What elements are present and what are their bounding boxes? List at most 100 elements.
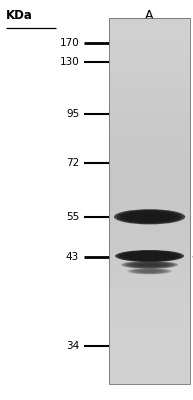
Bar (109, 204, 190, 207)
Bar (109, 18, 190, 21)
Bar (109, 195, 190, 198)
Bar (109, 253, 190, 256)
Bar (109, 292, 190, 296)
Bar (109, 219, 190, 222)
Bar (109, 58, 190, 61)
Bar (109, 360, 190, 363)
Bar (109, 338, 190, 341)
Bar (109, 164, 190, 168)
Bar (109, 210, 190, 213)
Bar (109, 228, 190, 232)
Bar (109, 238, 190, 241)
Ellipse shape (138, 214, 162, 219)
Ellipse shape (140, 270, 159, 272)
Bar (109, 104, 190, 106)
Bar (109, 180, 190, 183)
Bar (109, 183, 190, 186)
Bar (109, 298, 190, 302)
Bar (109, 305, 190, 308)
Bar (109, 112, 190, 116)
Ellipse shape (115, 250, 184, 262)
Bar (109, 155, 190, 158)
Ellipse shape (124, 252, 175, 260)
Bar (109, 61, 190, 64)
Bar (109, 378, 190, 381)
Bar (109, 88, 190, 91)
Bar (109, 161, 190, 164)
Text: 95: 95 (66, 109, 79, 119)
Ellipse shape (117, 210, 182, 224)
Bar (109, 216, 190, 219)
Text: 43: 43 (66, 252, 79, 262)
Ellipse shape (132, 253, 167, 259)
Ellipse shape (144, 216, 156, 218)
Bar (109, 186, 190, 189)
Ellipse shape (138, 270, 161, 273)
Bar (109, 250, 190, 253)
Ellipse shape (130, 252, 170, 260)
Ellipse shape (131, 262, 168, 268)
Bar (109, 140, 190, 143)
Bar (109, 265, 190, 268)
Bar (109, 314, 190, 317)
Bar (109, 286, 190, 290)
Bar (109, 311, 190, 314)
Bar (109, 106, 190, 110)
Text: A: A (145, 9, 154, 22)
Bar (109, 131, 190, 134)
Bar (109, 33, 190, 36)
Text: 130: 130 (59, 57, 79, 67)
Bar (109, 52, 190, 55)
Bar (109, 24, 190, 27)
Bar (109, 247, 190, 250)
Bar (109, 70, 190, 73)
Bar (109, 143, 190, 146)
Bar (109, 30, 190, 33)
Bar (109, 170, 190, 174)
Bar (109, 375, 190, 378)
Bar (109, 347, 190, 350)
Bar (109, 18, 190, 384)
Bar (109, 350, 190, 354)
Bar (109, 320, 190, 323)
Ellipse shape (118, 250, 181, 262)
Bar (109, 201, 190, 204)
Ellipse shape (135, 254, 164, 258)
Bar (109, 335, 190, 338)
Ellipse shape (140, 264, 159, 266)
Ellipse shape (127, 268, 172, 274)
Bar (109, 268, 190, 271)
Ellipse shape (123, 211, 176, 222)
Ellipse shape (120, 210, 179, 223)
Bar (109, 82, 190, 85)
Bar (109, 308, 190, 311)
Bar (109, 168, 190, 170)
Bar (109, 152, 190, 155)
Ellipse shape (135, 214, 164, 220)
Bar (109, 259, 190, 262)
Ellipse shape (129, 212, 170, 221)
Bar (109, 280, 190, 283)
Bar (109, 54, 190, 58)
Ellipse shape (132, 213, 167, 221)
Bar (109, 354, 190, 356)
Bar (109, 137, 190, 140)
Bar (109, 241, 190, 244)
Ellipse shape (137, 269, 163, 273)
Bar (109, 146, 190, 149)
Ellipse shape (126, 212, 173, 222)
Bar (109, 271, 190, 274)
Bar (109, 73, 190, 76)
Text: 34: 34 (66, 341, 79, 351)
Bar (109, 366, 190, 369)
Text: 72: 72 (66, 158, 79, 168)
Ellipse shape (129, 268, 170, 274)
Bar (109, 67, 190, 70)
Bar (109, 234, 190, 238)
Bar (109, 97, 190, 100)
Bar (109, 134, 190, 137)
Bar (109, 256, 190, 259)
Bar (109, 213, 190, 216)
Bar (109, 283, 190, 286)
Bar (109, 177, 190, 180)
